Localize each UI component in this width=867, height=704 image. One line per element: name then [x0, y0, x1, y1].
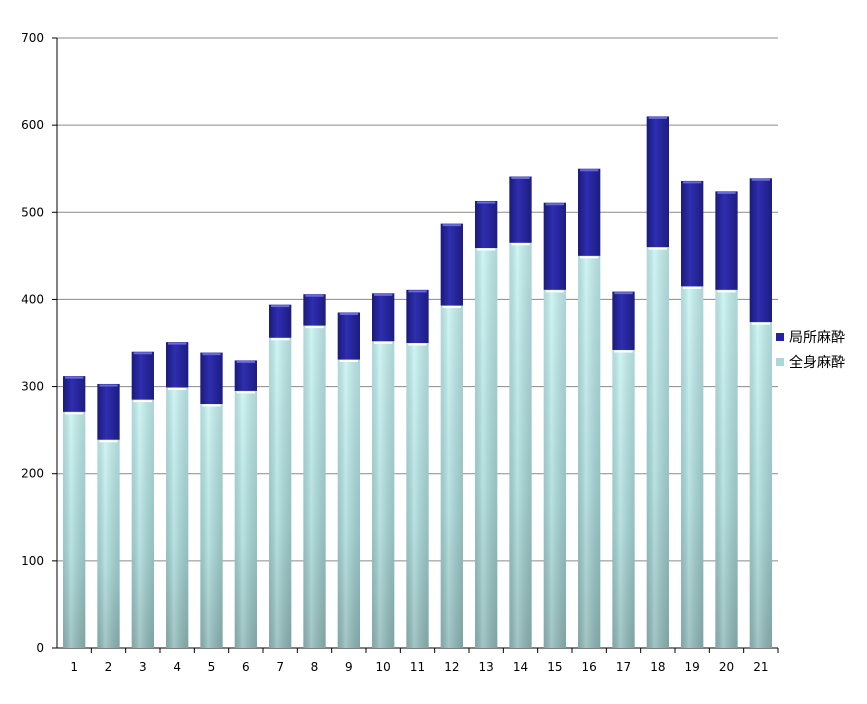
- bar-general-shade-13: [475, 248, 498, 648]
- bar-general-shade-10: [372, 341, 395, 648]
- bar-local-14: [509, 176, 532, 243]
- legend-swatch-local: [776, 333, 784, 341]
- legend-label-local: 局所麻酔: [789, 330, 845, 346]
- legend-label-general: 全身麻酔: [789, 354, 845, 371]
- bar-general-shade-8: [303, 325, 326, 648]
- bar-general-shade-11: [406, 343, 429, 648]
- bar-general-shade-19: [681, 286, 704, 648]
- x-tick-label-18: 18: [650, 660, 665, 674]
- bar-general-shade-5: [200, 404, 223, 648]
- bar-general-shade-6: [234, 390, 257, 648]
- bar-general-shade-15: [543, 289, 566, 648]
- bar-general-shade-3: [131, 399, 154, 648]
- y-tick-label-600: 600: [21, 118, 44, 132]
- x-tick-label-2: 2: [105, 660, 113, 674]
- x-tick-label-1: 1: [70, 660, 78, 674]
- x-tick-label-17: 17: [616, 660, 631, 674]
- bar-general-shade-20: [715, 289, 738, 648]
- y-tick-label-700: 700: [21, 31, 44, 45]
- x-tick-label-20: 20: [719, 660, 734, 674]
- y-tick-label-0: 0: [36, 641, 44, 655]
- bar-general-shade-2: [97, 439, 120, 648]
- bar-local-20: [715, 191, 738, 290]
- bar-general-shade-17: [612, 349, 635, 648]
- bar-local-13: [475, 200, 498, 249]
- bar-general-shade-21: [749, 322, 772, 648]
- bar-local-10: [372, 293, 395, 342]
- bar-local-9: [337, 312, 360, 360]
- x-tick-label-4: 4: [173, 660, 181, 674]
- y-tick-label-500: 500: [21, 205, 44, 219]
- bar-general-shade-12: [440, 305, 463, 648]
- x-tick-label-13: 13: [479, 660, 494, 674]
- x-tick-label-5: 5: [208, 660, 216, 674]
- y-tick-label-300: 300: [21, 380, 44, 394]
- bar-local-2: [97, 383, 120, 440]
- bar-local-8: [303, 294, 326, 326]
- bar-general-shade-16: [578, 255, 601, 648]
- bar-general-shade-14: [509, 242, 532, 649]
- bar-local-3: [131, 351, 154, 400]
- bar-general-shade-1: [63, 411, 86, 648]
- bar-local-18: [646, 116, 669, 248]
- y-tick-label-400: 400: [21, 292, 44, 306]
- bar-local-19: [681, 180, 704, 287]
- x-tick-label-11: 11: [410, 660, 425, 674]
- y-tick-labels: 0 100 200 300 400 500 600 700: [21, 31, 44, 655]
- x-tick-label-10: 10: [376, 660, 391, 674]
- bar-local-6: [234, 360, 257, 391]
- x-tick-label-16: 16: [582, 660, 597, 674]
- bar-general-shade-4: [166, 387, 189, 648]
- bar-local-16: [578, 168, 601, 256]
- x-tick-label-6: 6: [242, 660, 250, 674]
- x-tick-label-19: 19: [685, 660, 700, 674]
- x-tick-label-14: 14: [513, 660, 528, 674]
- bar-general-shade-18: [646, 247, 669, 648]
- x-tick-label-9: 9: [345, 660, 353, 674]
- bar-local-17: [612, 291, 635, 350]
- bar-local-11: [406, 289, 429, 343]
- x-tick-label-3: 3: [139, 660, 147, 674]
- bar-local-15: [543, 202, 566, 290]
- bar-local-4: [166, 342, 189, 388]
- bar-general-shade-7: [269, 337, 292, 648]
- x-tick-label-7: 7: [276, 660, 284, 674]
- x-tick-label-21: 21: [753, 660, 768, 674]
- bars: [63, 116, 772, 649]
- bar-local-12: [440, 223, 463, 306]
- bar-local-1: [63, 376, 86, 412]
- bar-general-shade-9: [337, 359, 360, 648]
- x-tick-label-8: 8: [311, 660, 319, 674]
- x-tick-label-15: 15: [547, 660, 562, 674]
- bar-local-7: [269, 304, 292, 338]
- x-tick-label-12: 12: [444, 660, 459, 674]
- x-tick-labels: 1 2 3 4 5 6 7 8 9 10 11 12 13 14 15 16 17 18 19 20 21: [70, 660, 768, 674]
- bar-local-5: [200, 352, 223, 404]
- bar-local-21: [749, 178, 772, 323]
- y-tick-label-200: 200: [21, 467, 44, 481]
- y-tick-label-100: 100: [21, 554, 44, 568]
- legend-swatch-general: [776, 358, 784, 366]
